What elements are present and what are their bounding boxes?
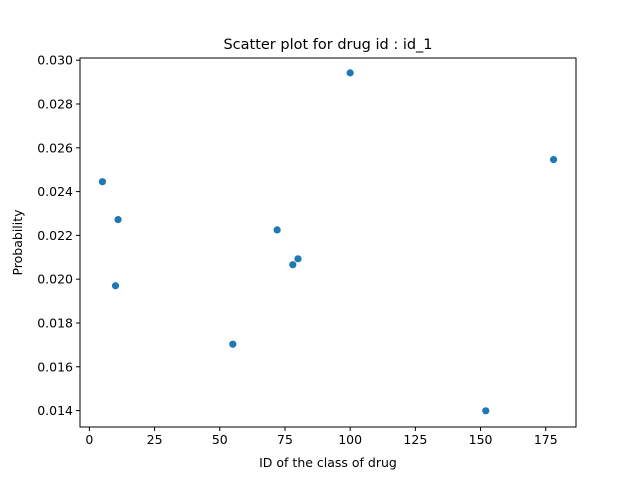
chart-title: Scatter plot for drug id : id_1	[223, 37, 432, 53]
y-tick-label: 0.022	[37, 228, 73, 243]
data-point	[549, 156, 558, 164]
data-point	[114, 216, 122, 224]
data-point	[346, 69, 354, 77]
y-tick-label: 0.030	[37, 53, 73, 68]
x-tick-label: 0	[85, 432, 93, 447]
plot-area-frame	[79, 57, 577, 428]
x-tick-label: 150	[469, 432, 493, 447]
y-tick-label: 0.028	[37, 96, 73, 111]
x-tick-label: 50	[212, 432, 228, 447]
data-point	[289, 261, 297, 269]
data-point	[98, 178, 107, 186]
y-axis-label: Probability	[10, 209, 25, 276]
y-tick-label: 0.018	[37, 315, 73, 330]
x-tick-label: 100	[338, 432, 362, 447]
data-point	[273, 226, 281, 234]
x-tick-label: 125	[403, 432, 427, 447]
data-point	[482, 407, 490, 415]
data-points	[98, 69, 558, 415]
y-axis: 0.014 0.016 0.018 0.020 0.022 0.024 0.026 0.028…	[37, 53, 80, 418]
y-tick-label: 0.016	[37, 359, 73, 374]
x-axis: 0 25 50 75 100 125 150 175	[85, 427, 558, 447]
data-point	[229, 340, 237, 348]
data-point	[294, 255, 302, 263]
x-axis-label: ID of the class of drug	[259, 455, 397, 470]
x-tick-label: 25	[147, 432, 163, 447]
y-tick-label: 0.026	[37, 140, 73, 155]
x-tick-label: 175	[534, 432, 558, 447]
x-tick-label: 75	[277, 432, 293, 447]
data-point	[111, 282, 120, 290]
y-tick-label: 0.020	[37, 272, 73, 287]
y-tick-label: 0.024	[37, 184, 73, 199]
y-tick-label: 0.014	[37, 403, 73, 418]
